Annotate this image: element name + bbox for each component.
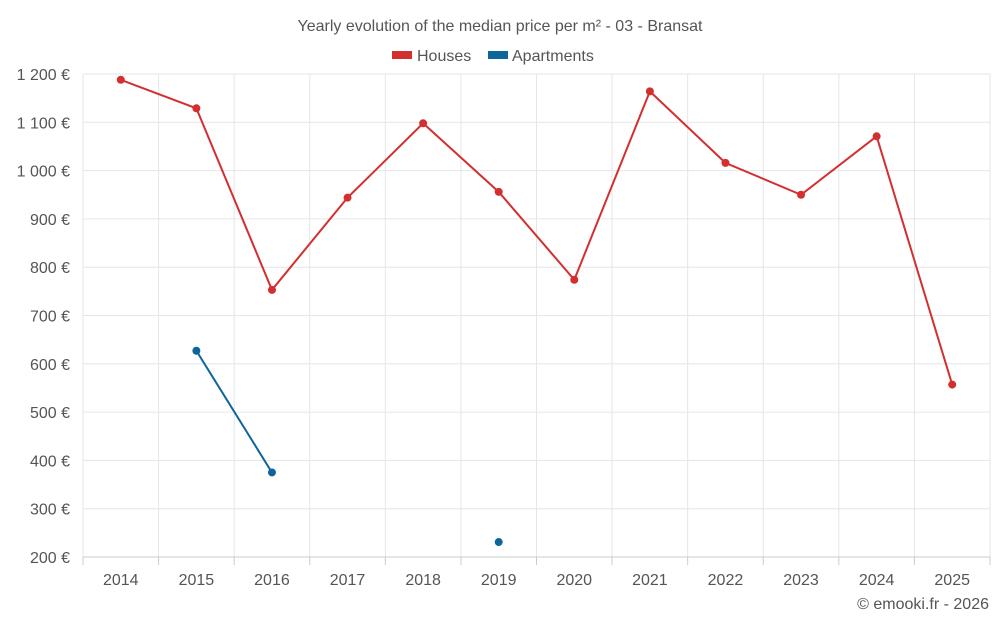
data-point-houses[interactable] bbox=[344, 194, 352, 202]
legend: Houses Apartments bbox=[392, 48, 594, 65]
x-tick-label: 2025 bbox=[934, 572, 970, 589]
data-point-houses[interactable] bbox=[268, 286, 276, 294]
data-point-houses[interactable] bbox=[192, 104, 200, 112]
legend-item-houses[interactable]: Houses bbox=[392, 48, 471, 65]
x-tick-label: 2021 bbox=[632, 572, 668, 589]
data-point-houses[interactable] bbox=[117, 76, 125, 84]
grid bbox=[83, 74, 990, 557]
y-tick-label: 200 € bbox=[30, 550, 70, 567]
x-tick-label: 2023 bbox=[783, 572, 819, 589]
y-tick-label: 500 € bbox=[30, 405, 70, 422]
data-point-apartments[interactable] bbox=[495, 538, 503, 546]
credit-text: © emooki.fr - 2026 bbox=[857, 596, 989, 613]
legend-label: Apartments bbox=[512, 48, 594, 65]
data-point-houses[interactable] bbox=[646, 87, 654, 95]
y-tick-label: 1 000 € bbox=[17, 164, 70, 181]
y-tick-label: 1 100 € bbox=[17, 115, 70, 132]
x-tick-label: 2016 bbox=[254, 572, 290, 589]
data-point-houses[interactable] bbox=[797, 191, 805, 199]
data-point-houses[interactable] bbox=[873, 132, 881, 140]
y-tick-label: 600 € bbox=[30, 357, 70, 374]
data-point-houses[interactable] bbox=[495, 188, 503, 196]
x-tick-label: 2019 bbox=[481, 572, 517, 589]
x-tick-label: 2024 bbox=[859, 572, 895, 589]
legend-swatch bbox=[488, 51, 508, 59]
data-point-apartments[interactable] bbox=[192, 347, 200, 355]
y-tick-label: 300 € bbox=[30, 502, 70, 519]
chart: Yearly evolution of the median price per… bbox=[0, 0, 1000, 625]
legend-item-apartments[interactable]: Apartments bbox=[488, 48, 594, 65]
x-axis: 2014 2015 2016 2017 2018 2019 2020 2021 2022 2023… bbox=[83, 557, 990, 589]
x-tick-label: 2015 bbox=[179, 572, 215, 589]
data-point-houses[interactable] bbox=[570, 276, 578, 284]
data-point-houses[interactable] bbox=[948, 381, 956, 389]
y-tick-label: 1 200 € bbox=[17, 67, 70, 84]
x-tick-label: 2018 bbox=[405, 572, 441, 589]
y-tick-label: 400 € bbox=[30, 453, 70, 470]
data-point-houses[interactable] bbox=[721, 159, 729, 167]
chart-title: Yearly evolution of the median price per… bbox=[298, 18, 704, 35]
y-axis: 200 € 300 € 400 € 500 € 600 € 700 € 800 € 900 €… bbox=[17, 67, 70, 567]
series-apartments bbox=[192, 347, 502, 546]
y-tick-label: 800 € bbox=[30, 260, 70, 277]
data-point-houses[interactable] bbox=[419, 119, 427, 127]
x-tick-label: 2022 bbox=[708, 572, 744, 589]
x-tick-label: 2014 bbox=[103, 572, 139, 589]
data-point-apartments[interactable] bbox=[268, 468, 276, 476]
x-tick-label: 2020 bbox=[556, 572, 592, 589]
legend-swatch bbox=[392, 51, 412, 59]
x-tick-label: 2017 bbox=[330, 572, 366, 589]
legend-label: Houses bbox=[417, 48, 471, 65]
y-tick-label: 900 € bbox=[30, 212, 70, 229]
y-tick-label: 700 € bbox=[30, 309, 70, 326]
